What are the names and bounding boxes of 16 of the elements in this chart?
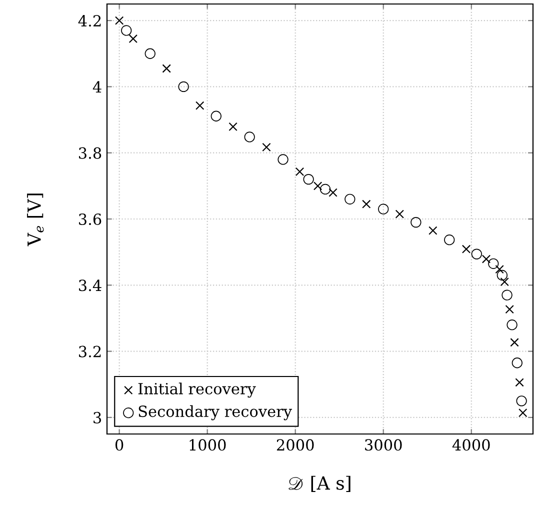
x-tick-label: 2000	[276, 439, 314, 451]
x-tick-label: 3000	[365, 439, 402, 451]
y-tick-label: 3.2	[79, 346, 101, 358]
y-tick-label: 4	[92, 81, 102, 92]
x-tick-label: 4000	[452, 439, 490, 451]
x-tick-label: 1000	[190, 439, 226, 451]
x-axis-title: 𝒟 [A s]	[288, 476, 350, 492]
y-tick-label: 4.2	[78, 15, 101, 27]
y-tick-label: 3.8	[79, 147, 102, 159]
x-tick-label: 0	[115, 439, 124, 451]
y-tick-label: 3.6	[79, 213, 102, 226]
y-tick-label: 3	[94, 412, 102, 424]
legend-label: Initial recovery	[138, 382, 256, 398]
y-tick-label: 3.4	[79, 280, 102, 292]
legend-label: Secondary recovery	[138, 405, 292, 420]
y-axis-title: V$_{e}$ [V]	[27, 194, 44, 246]
